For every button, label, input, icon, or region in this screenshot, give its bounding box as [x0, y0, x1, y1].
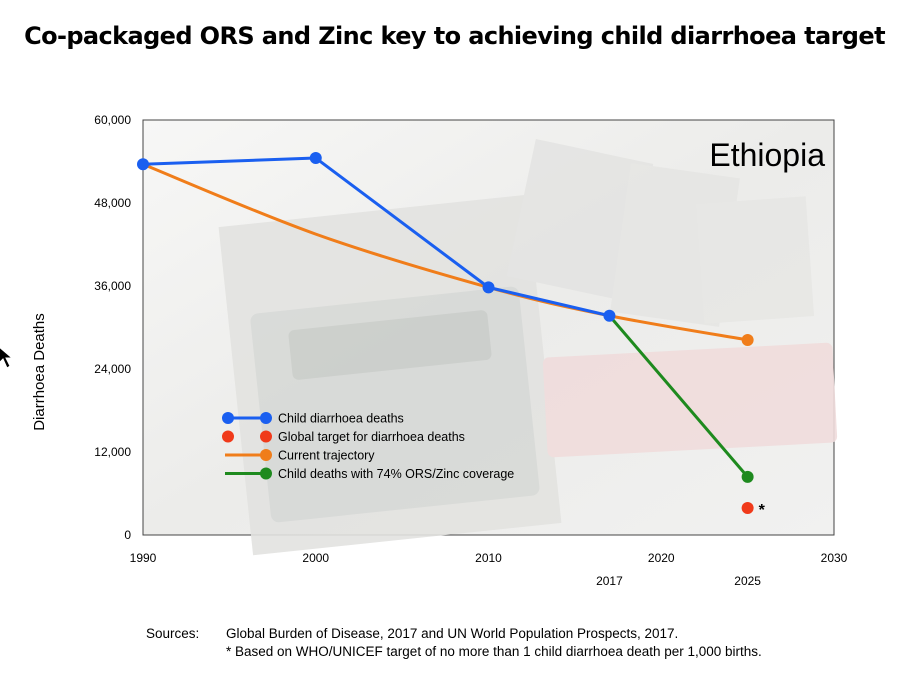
background-photo-packets — [218, 139, 838, 556]
plot-background — [142, 119, 838, 556]
legend: Child diarrhoea deaths Global target for … — [222, 412, 514, 481]
data-point — [603, 309, 616, 322]
x-tick-label: 2030 — [821, 551, 848, 565]
data-point — [309, 152, 322, 165]
series-line — [142, 162, 748, 342]
sources-line-2: * Based on WHO/UNICEF target of no more … — [226, 644, 762, 659]
x-tick-label: 2020 — [648, 551, 675, 565]
data-point — [741, 470, 754, 483]
legend-marker — [260, 430, 272, 443]
data-point — [741, 502, 754, 515]
y-tick-label: 0 — [124, 528, 131, 542]
chart-title: Co-packaged ORS and Zinc key to achievin… — [24, 22, 885, 50]
x-tick-label: 1990 — [130, 551, 157, 565]
y-tick-label: 12,000 — [94, 445, 131, 459]
series-current-trajectory — [142, 162, 754, 346]
legend-item: Child deaths with 74% ORS/Zinc coverage — [225, 467, 514, 481]
mouse-cursor-icon — [0, 344, 14, 375]
x-tick-label: 2000 — [302, 551, 329, 565]
legend-marker — [222, 412, 234, 424]
legend-item: Child diarrhoea deaths — [222, 412, 404, 426]
country-label: Ethiopia — [709, 137, 825, 173]
legend-marker — [260, 467, 272, 480]
legend-label: Current trajectory — [278, 449, 375, 463]
legend-marker — [222, 430, 234, 443]
y-tick-label: 60,000 — [94, 113, 131, 127]
x-tick-label: 2010 — [475, 551, 502, 565]
data-point — [137, 158, 149, 171]
series-child-diarrhoea-deaths — [137, 152, 616, 322]
y-tick-label: 36,000 — [94, 279, 131, 293]
target-asterisk: * — [759, 502, 766, 519]
legend-item: Current trajectory — [225, 449, 375, 463]
y-axis-label: Diarrhoea Deaths — [31, 313, 48, 431]
series-line — [142, 156, 610, 318]
sources-label: Sources: — [146, 626, 200, 641]
legend-label: Child diarrhoea deaths — [278, 412, 404, 426]
data-point — [741, 333, 754, 346]
y-tick-label: 48,000 — [94, 196, 131, 210]
sources-line-1: Global Burden of Disease, 2017 and UN Wo… — [226, 626, 679, 641]
series-line — [608, 314, 749, 478]
legend-marker — [260, 412, 272, 424]
x-tick-secondary-label: 2025 — [734, 574, 761, 588]
data-point — [482, 281, 495, 294]
y-tick-label: 24,000 — [94, 362, 131, 376]
legend-label: Child deaths with 74% ORS/Zinc coverage — [278, 467, 514, 481]
legend-item: Global target for diarrhoea deaths — [222, 430, 465, 444]
legend-marker — [260, 449, 272, 461]
series-child-deaths-with-74-ors-zinc-coverage — [608, 314, 754, 483]
series-global-target-for-diarrhoea-deaths — [741, 502, 754, 515]
legend-label: Global target for diarrhoea deaths — [278, 430, 465, 444]
x-tick-secondary-label: 2017 — [596, 574, 623, 588]
